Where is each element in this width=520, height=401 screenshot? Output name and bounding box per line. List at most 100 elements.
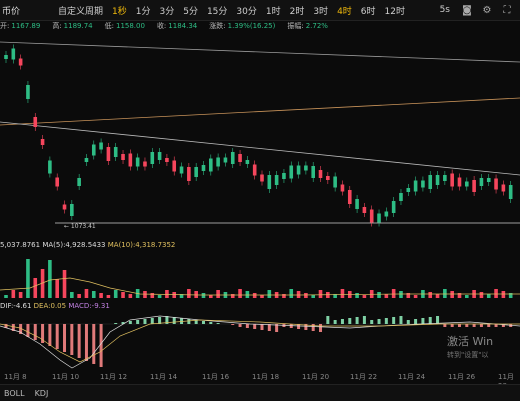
low-stat: 低: 1158.00 xyxy=(104,22,145,30)
volume-chart[interactable] xyxy=(0,250,520,300)
volume-bar xyxy=(245,291,250,298)
camera-icon[interactable]: ◙ xyxy=(462,4,472,16)
low-price-marker: ← 1073.41 xyxy=(64,223,96,230)
candle-body xyxy=(406,188,411,192)
volume-value: 5,037.8761 xyxy=(0,241,41,249)
macd-bar xyxy=(304,324,308,330)
candle-body xyxy=(201,165,206,171)
volume-bar xyxy=(501,291,506,298)
macd-bar xyxy=(465,324,469,327)
candle-body xyxy=(443,175,447,181)
volume-bar xyxy=(465,295,469,298)
macd-bar xyxy=(421,318,425,324)
tab-30m[interactable]: 30分 xyxy=(236,6,257,17)
candle-body xyxy=(362,207,367,213)
candle-body xyxy=(165,158,169,162)
interval-label[interactable]: 5s xyxy=(439,5,450,15)
trendline-lower[interactable] xyxy=(0,121,520,176)
candle-body xyxy=(260,174,264,182)
macd-bar xyxy=(245,324,249,328)
tab-5m[interactable]: 5分 xyxy=(183,6,198,17)
volume-bar xyxy=(486,294,491,298)
tab-12h[interactable]: 12时 xyxy=(384,6,405,17)
candle-body xyxy=(128,153,133,167)
tab-6h[interactable]: 6时 xyxy=(360,6,376,17)
candle-body xyxy=(486,178,491,182)
candle-body xyxy=(479,178,484,186)
volume-bar xyxy=(508,293,513,298)
macd-bar xyxy=(275,324,279,332)
volume-bar xyxy=(201,293,206,298)
tab-4h[interactable]: 4时 xyxy=(337,6,352,17)
toolbar-right: 5s ◙ ⚙ ⛶ xyxy=(440,3,514,17)
macd-bar xyxy=(326,316,330,324)
fullscreen-icon[interactable]: ⛶ xyxy=(503,4,511,16)
volume-ma5: MA(5):4,928.5433 xyxy=(42,241,106,249)
volume-bar xyxy=(143,291,147,298)
tab-15m[interactable]: 15分 xyxy=(206,6,228,17)
trendline-upper[interactable] xyxy=(0,41,520,63)
candle-body xyxy=(230,152,235,164)
macd-bar xyxy=(172,317,176,324)
amplitude-stat: 振幅: 2.72% xyxy=(287,22,328,30)
volume-bar xyxy=(333,294,337,298)
macd-bar xyxy=(216,323,220,324)
volume-bar xyxy=(194,291,198,298)
volume-bar xyxy=(391,289,396,298)
macd-bar xyxy=(84,324,88,361)
tab-3h[interactable]: 3时 xyxy=(313,6,329,17)
macd-bar xyxy=(238,324,242,327)
candle-body xyxy=(304,165,308,171)
macd-bar xyxy=(11,324,15,331)
macd-bar xyxy=(260,324,264,330)
volume-bar xyxy=(406,293,411,298)
volume-bar xyxy=(457,293,462,298)
macd-bar xyxy=(392,317,396,324)
price-chart[interactable] xyxy=(0,32,520,240)
macd-bar xyxy=(55,324,59,349)
tab-2h[interactable]: 2时 xyxy=(289,6,305,17)
date-label: 11月 26 xyxy=(448,373,476,381)
date-label: 11月 18 xyxy=(252,373,280,381)
date-axis: 11月 8 11月 10 11月 12 11月 14 11月 16 11月 18… xyxy=(0,372,520,390)
volume-ma-line xyxy=(0,277,520,296)
volume-bar xyxy=(311,295,315,298)
candle-body xyxy=(435,175,440,185)
macd-bar xyxy=(158,317,162,324)
macd-chart[interactable] xyxy=(0,310,520,372)
tab-custom-period[interactable]: 自定义周期 xyxy=(58,6,104,17)
tab-1h[interactable]: 1时 xyxy=(265,6,281,17)
candlesticks xyxy=(4,44,513,227)
candle-body xyxy=(179,166,184,174)
macd-bar xyxy=(472,324,476,327)
activation-watermark: 激活 Win xyxy=(447,335,494,348)
volume-bar xyxy=(11,290,16,298)
macd-bar xyxy=(165,316,169,324)
volume-bar xyxy=(428,292,433,298)
tab-3m[interactable]: 3分 xyxy=(159,6,175,17)
candle-body xyxy=(216,157,220,167)
volume-bar xyxy=(494,289,498,298)
candle-body xyxy=(223,157,228,163)
macd-dea: DEA:0.05 xyxy=(33,302,67,310)
settings-icon[interactable]: ⚙ xyxy=(482,4,492,16)
tab-1m[interactable]: 1分 xyxy=(135,6,151,17)
tab-kdj[interactable]: KDJ xyxy=(34,388,49,398)
volume-bar xyxy=(55,279,59,298)
date-label: 11月 10 xyxy=(52,373,80,381)
trendline-orange[interactable] xyxy=(0,97,520,126)
macd-bar xyxy=(48,324,52,346)
volume-bar xyxy=(289,289,294,298)
candle-body xyxy=(296,165,301,175)
candle-body xyxy=(84,158,89,162)
macd-bar xyxy=(92,324,96,364)
tab-1s[interactable]: 1秒 xyxy=(112,6,127,17)
close-stat: 收: 1184.34 xyxy=(156,22,198,30)
tab-boll[interactable]: BOLL xyxy=(4,388,25,398)
macd-bar xyxy=(209,322,213,324)
symbol-label[interactable]: 币价 xyxy=(2,6,21,17)
candle-body xyxy=(172,160,177,172)
volume-bar xyxy=(282,294,286,298)
candle-body xyxy=(501,184,506,192)
candle-body xyxy=(40,139,45,145)
